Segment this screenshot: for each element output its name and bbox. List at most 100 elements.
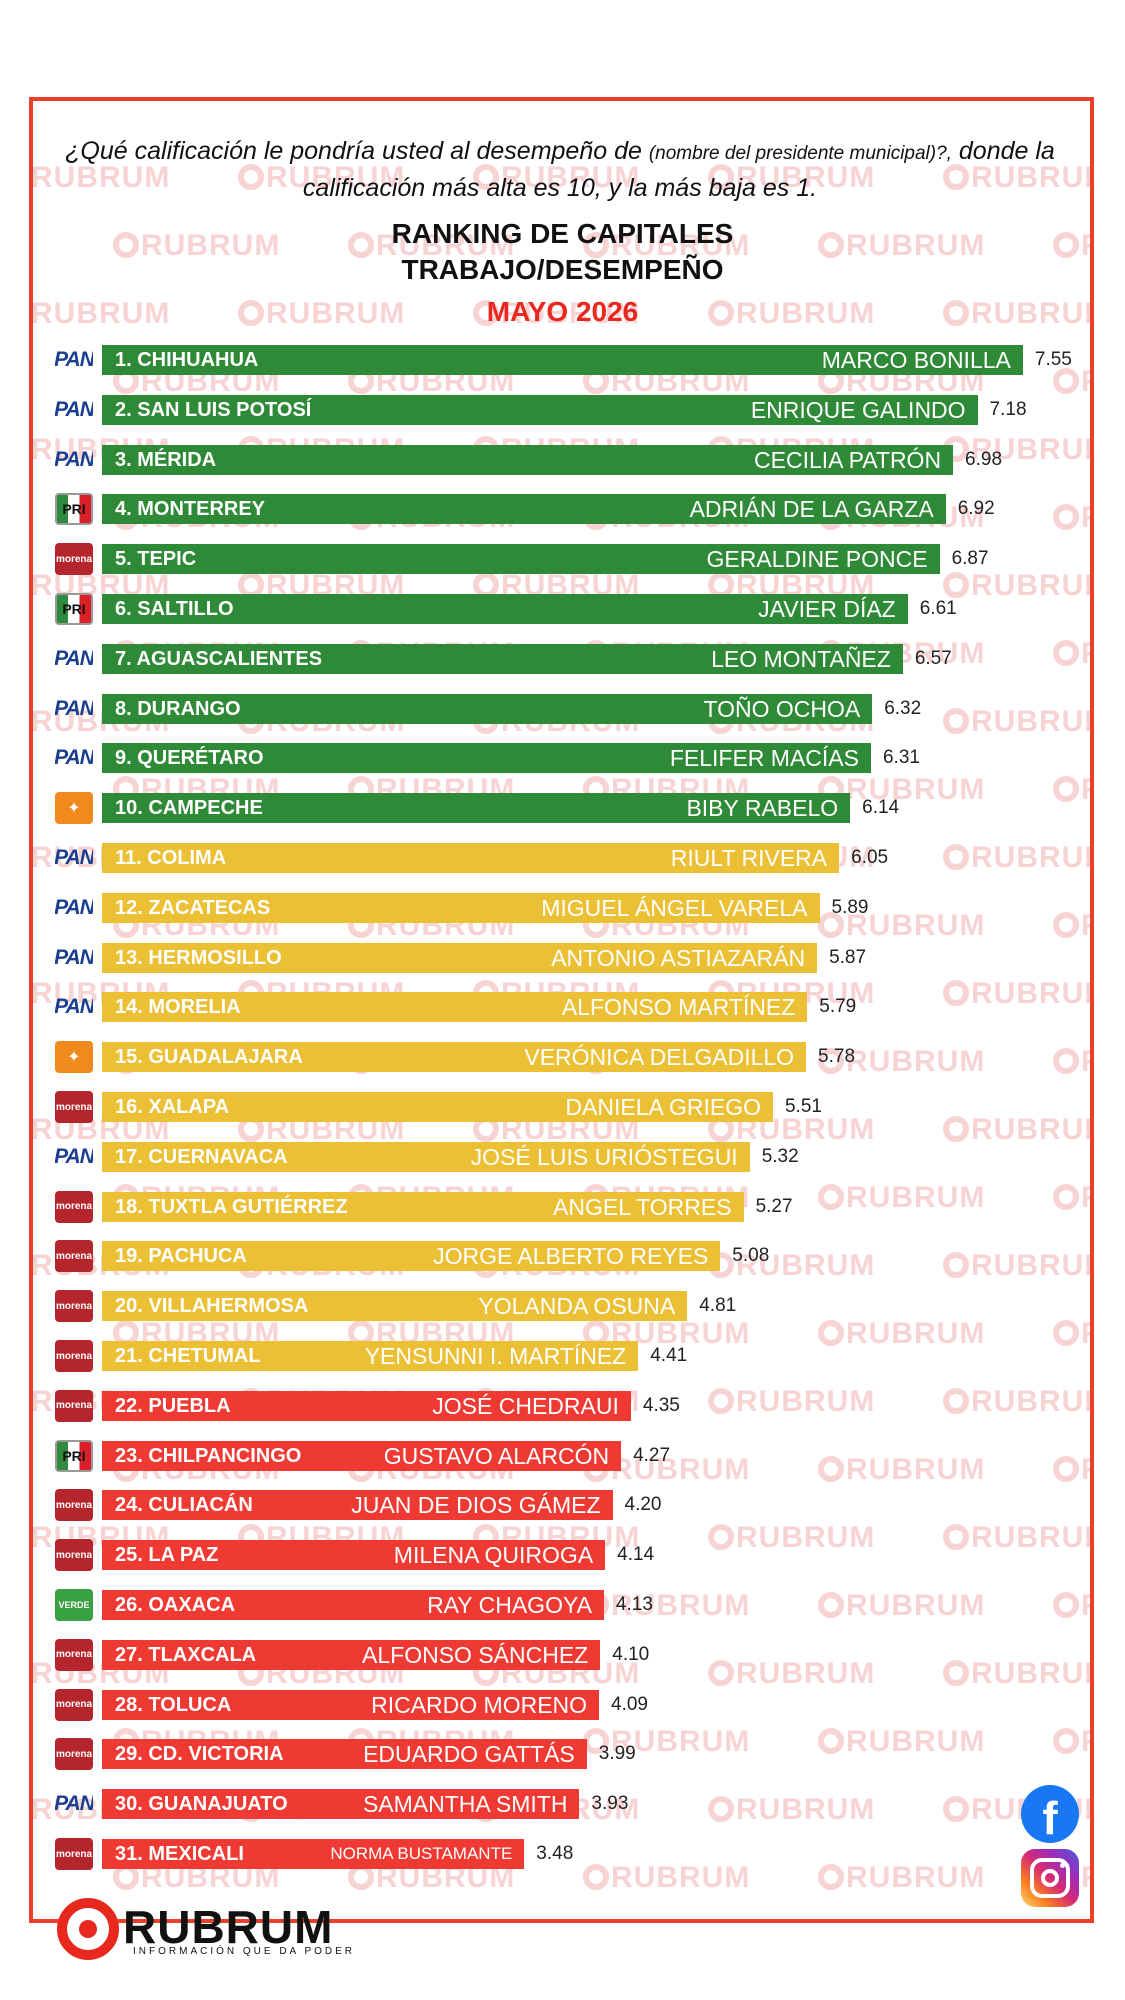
- value-label: 4.27: [633, 1444, 671, 1466]
- value-label: 6.87: [951, 548, 989, 570]
- city-label: 26. OAXACA: [115, 1594, 236, 1616]
- rubrum-ring-icon: [57, 1898, 119, 1960]
- bar: [102, 1042, 807, 1073]
- ranking-row: morena 25. LA PAZ MILENA QUIROGA 4.14: [0, 1537, 1125, 1573]
- ranking-row: PAN 17. CUERNAVACA JOSÉ LUIS URIÓSTEGUI 5.3…: [0, 1139, 1125, 1175]
- survey-question: ¿Qué calificación le pondría usted al de…: [60, 134, 1060, 206]
- city-label: 19. PACHUCA: [115, 1245, 247, 1268]
- city-label: 29. CD. VICTORIA: [115, 1743, 284, 1766]
- value-label: 6.57: [914, 647, 952, 669]
- party-logo-morena-icon: morena: [55, 1290, 93, 1323]
- ranking-row: morena 28. TOLUCA RICARDO MORENO 4.09: [0, 1687, 1125, 1723]
- bar: [102, 992, 808, 1023]
- value-label: 3.93: [591, 1793, 629, 1815]
- bar: [102, 1191, 744, 1222]
- party-logo-morena-icon: morena: [55, 1539, 93, 1572]
- value-label: 6.31: [882, 747, 920, 769]
- mayor-label: FELIFER MACÍAS: [669, 745, 859, 772]
- ranking-row: PAN 12. ZACATECAS MIGUEL ÁNGEL VARELA 5.89: [0, 890, 1125, 926]
- city-label: 20. VILLAHERMOSA: [115, 1295, 309, 1318]
- value-label: 5.78: [818, 1046, 856, 1068]
- mayor-label: JUAN DE DIOS GÁMEZ: [351, 1492, 601, 1519]
- party-logo-pri-icon: PRI: [55, 493, 93, 526]
- mayor-label: YOLANDA OSUNA: [478, 1293, 676, 1320]
- mayor-label: SAMANTHA SMITH: [362, 1791, 568, 1818]
- value-label: 5.08: [732, 1245, 770, 1267]
- ranking-row: morena 19. PACHUCA JORGE ALBERTO REYES 5.08: [0, 1238, 1125, 1274]
- party-logo-morena-icon: morena: [55, 543, 93, 576]
- party-logo-pan-icon: PAN: [55, 1144, 93, 1168]
- city-label: 7. AGUASCALIENTES: [115, 647, 323, 670]
- party-logo-morena-icon: morena: [55, 1489, 93, 1522]
- mayor-label: LEO MONTAÑEZ: [711, 645, 891, 672]
- bar: [102, 1341, 639, 1371]
- ranking-row: morena 29. CD. VICTORIA EDUARDO GATTÁS 3.99: [0, 1736, 1125, 1772]
- party-logo-morena-icon: morena: [55, 1389, 93, 1422]
- mayor-label: JOSÉ CHEDRAUI: [432, 1392, 619, 1419]
- city-label: 3. MÉRIDA: [115, 448, 217, 471]
- bar: [102, 1241, 721, 1272]
- city-label: 14. MORELIA: [115, 996, 241, 1019]
- bar: [102, 394, 978, 425]
- mayor-label: CECILIA PATRÓN: [754, 446, 942, 473]
- ranking-row: morena 31. MEXICALI NORMA BUSTAMANTE 3.48: [0, 1836, 1125, 1872]
- ranking-row: morena 5. TEPIC GERALDINE PONCE 6.87: [0, 541, 1125, 577]
- city-label: 31. MEXICALI: [115, 1843, 244, 1865]
- mayor-label: GERALDINE PONCE: [706, 546, 928, 573]
- city-label: 23. CHILPANCINGO: [115, 1444, 302, 1467]
- mayor-label: YENSUNNI I. MARTÍNEZ: [364, 1343, 627, 1369]
- city-label: 16. XALAPA: [115, 1096, 230, 1118]
- ranking-row: morena 24. CULIACÁN JUAN DE DIOS GÁMEZ 4.20: [0, 1487, 1125, 1523]
- value-label: 7.55: [1034, 349, 1072, 370]
- party-logo-pan-icon: PAN: [55, 348, 93, 371]
- bar: [102, 1092, 773, 1122]
- facebook-icon[interactable]: f: [1021, 1785, 1079, 1843]
- value-label: 4.81: [699, 1295, 737, 1317]
- ranking-row: PAN 7. AGUASCALIENTES LEO MONTAÑEZ 6.57: [0, 641, 1125, 677]
- value-label: 5.87: [829, 946, 867, 968]
- party-logo-pan-icon: PAN: [55, 646, 93, 670]
- outer-frame: [29, 97, 1094, 1923]
- bar: [102, 1390, 631, 1421]
- bar: [102, 444, 954, 475]
- bar: [102, 345, 1023, 375]
- instagram-icon[interactable]: [1021, 1849, 1079, 1907]
- party-logo-pan-icon: PAN: [55, 696, 93, 720]
- party-logo-pan-icon: PAN: [55, 447, 93, 471]
- bar: [102, 693, 873, 724]
- mayor-label: VERÓNICA DELGADILLO: [524, 1044, 795, 1071]
- value-label: 5.89: [831, 896, 869, 918]
- ranking-row: ✦ 10. CAMPECHE BIBY RABELO 6.14: [0, 790, 1125, 826]
- mayor-label: ENRIQUE GALINDO: [750, 396, 966, 423]
- city-label: 22. PUEBLA: [115, 1394, 231, 1417]
- bar: [102, 1839, 525, 1869]
- bar: [102, 1540, 606, 1571]
- party-logo-pri-icon: PRI: [55, 1439, 93, 1472]
- city-label: 30. GUANAJUATO: [115, 1793, 288, 1816]
- party-logo-pan-icon: PAN: [55, 846, 93, 869]
- city-label: 6. SALTILLO: [115, 598, 234, 620]
- party-logo-morena-icon: morena: [55, 1738, 93, 1771]
- value-label: 3.99: [598, 1743, 636, 1765]
- ranking-row: VERDE 26. OAXACA RAY CHAGOYA 4.13: [0, 1587, 1125, 1623]
- bar: [102, 1789, 580, 1820]
- city-label: 28. TOLUCA: [115, 1693, 232, 1716]
- mayor-label: NORMA BUSTAMANTE: [330, 1844, 513, 1863]
- party-logo-pan-icon: PAN: [55, 995, 93, 1019]
- bar: [102, 643, 903, 674]
- bar: [102, 494, 946, 525]
- bar: [102, 743, 871, 774]
- party-logo-verde-icon: VERDE: [55, 1589, 93, 1621]
- ranking-row: PRI 23. CHILPANCINGO GUSTAVO ALARCÓN 4.27: [0, 1438, 1125, 1474]
- party-logo-pan-icon: PAN: [55, 746, 93, 770]
- ranking-row: PAN 1. CHIHUAHUA MARCO BONILLA 7.55: [0, 342, 1125, 378]
- ranking-row: morena 21. CHETUMAL YENSUNNI I. MARTÍNEZ 4.…: [0, 1338, 1125, 1374]
- party-logo-morena-icon: morena: [55, 1838, 93, 1870]
- bar: [102, 1590, 604, 1620]
- bar: [102, 1291, 688, 1322]
- ranking-row: PRI 6. SALTILLO JAVIER DÍAZ 6.61: [0, 591, 1125, 627]
- mayor-label: EDUARDO GATTÁS: [363, 1741, 575, 1768]
- mayor-label: MIGUEL ÁNGEL VARELA: [541, 894, 808, 921]
- mayor-label: JOSÉ LUIS URIÓSTEGUI: [470, 1143, 738, 1170]
